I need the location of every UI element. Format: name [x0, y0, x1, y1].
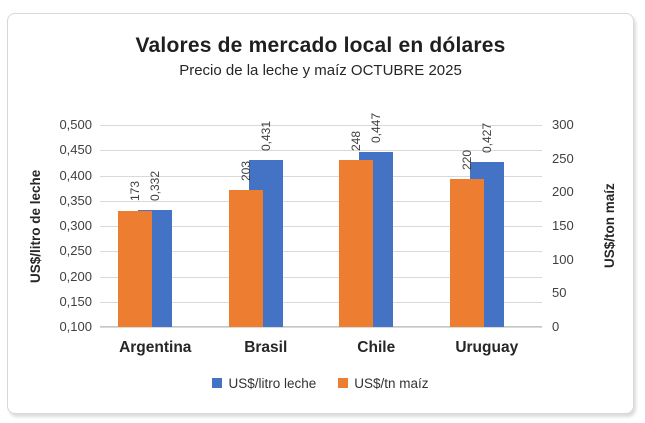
left-axis-tick-label: 0,100 — [59, 319, 92, 334]
right-axis-tick-label: 50 — [552, 285, 567, 301]
left-axis-tick-label: 0,500 — [59, 117, 92, 132]
legend-label: US$/litro leche — [228, 375, 317, 391]
left-axis-title: US$/litro de leche — [28, 169, 43, 283]
chart-subtitle: Precio de la leche y maíz OCTUBRE 2025 — [179, 62, 462, 79]
right-axis-tick-label: 200 — [552, 184, 574, 200]
legend-marker-icon — [338, 378, 349, 388]
gridline — [100, 125, 542, 126]
bar-us-tn-ma-z-argentina — [118, 210, 153, 327]
bar-data-label: 0,431 — [258, 120, 273, 151]
category-label-brasil: Brasil — [244, 339, 288, 356]
left-axis-tick-label: 0,450 — [59, 142, 92, 158]
gridline — [100, 226, 542, 227]
bar-us-tn-ma-z-uruguay — [449, 178, 484, 327]
category-label-uruguay: Uruguay — [455, 339, 519, 356]
category-label-argentina: Argentina — [119, 339, 192, 356]
bar-us-tn-ma-z-chile — [339, 160, 374, 327]
left-axis-tick-label: 0,300 — [59, 218, 92, 233]
left-axis-tick-label: 0,350 — [59, 192, 92, 208]
category-label-chile: Chile — [357, 339, 396, 356]
right-axis-tick-label: 100 — [552, 251, 574, 267]
gridline — [100, 301, 542, 303]
legend-item: US$/litro leche — [212, 376, 316, 391]
legend: US$/litro leche US$/tn maíz — [7, 373, 634, 393]
gridline — [100, 251, 542, 253]
bar-us-tn-ma-z-brasil — [228, 190, 263, 327]
legend-item: US$/tn maíz — [338, 375, 429, 391]
bar-data-label: 248 — [349, 130, 364, 152]
bar-data-label: 173 — [128, 181, 143, 202]
chart-frame — [7, 13, 634, 414]
gridline — [100, 150, 542, 152]
plot-area: 0,332 0,431 0,447 0,427 173 203 248 220 — [100, 113, 542, 328]
left-axis-tick-label: 0,250 — [59, 243, 92, 259]
right-axis-tick-label: 150 — [552, 218, 574, 233]
left-axis-tick-label: 0,400 — [59, 167, 92, 183]
bar-data-label: 0,332 — [148, 170, 163, 201]
gridline — [100, 327, 542, 328]
bar-data-label: 220 — [459, 149, 474, 170]
right-axis-tick-label: 0 — [552, 319, 560, 334]
left-axis-tick-label: 0,150 — [59, 293, 92, 309]
right-axis-title: US$/ton maíz — [602, 183, 617, 269]
gridline — [100, 200, 542, 202]
legend-label: US$/tn maíz — [354, 375, 429, 391]
bar-data-label: 0,427 — [479, 122, 494, 153]
legend-marker-icon — [212, 378, 223, 388]
right-axis-tick-label: 300 — [552, 117, 574, 132]
left-axis-tick-label: 0,200 — [59, 268, 92, 284]
right-axis-tick-label: 250 — [552, 150, 574, 166]
bar-data-label: 0,447 — [369, 112, 384, 143]
gridline — [100, 276, 542, 278]
chart-title: Valores de mercado local en dólares — [135, 34, 506, 57]
gridline — [100, 175, 542, 177]
x-axis-line — [100, 326, 542, 327]
bar-data-label: 203 — [238, 161, 253, 182]
